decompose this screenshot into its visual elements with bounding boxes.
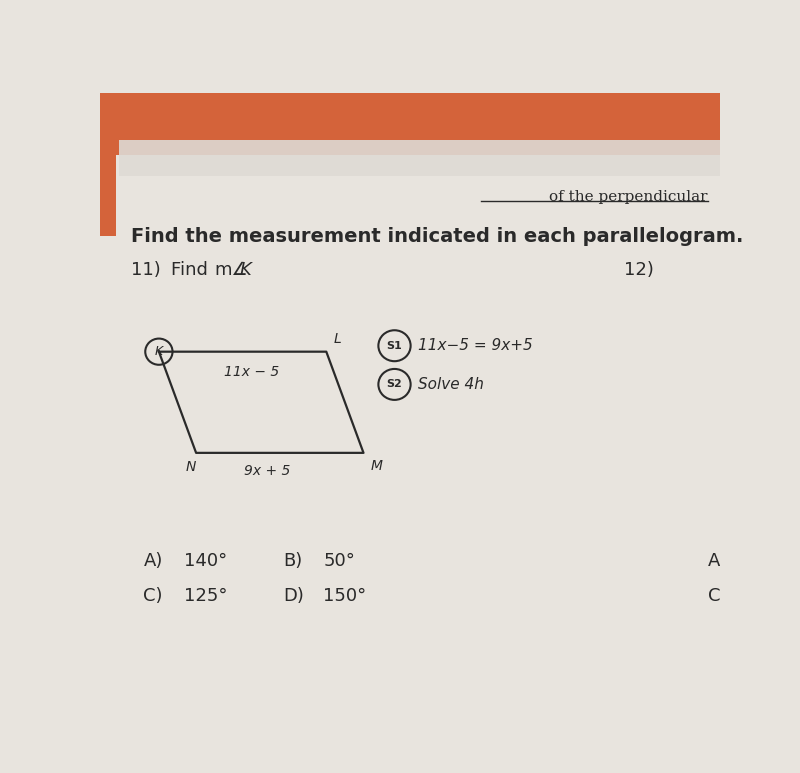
Text: M: M (371, 459, 383, 473)
Text: 11): 11) (131, 261, 161, 278)
Text: 140°: 140° (184, 552, 227, 570)
Text: of the perpendicular: of the perpendicular (549, 190, 708, 204)
Text: S1: S1 (386, 341, 402, 351)
FancyBboxPatch shape (100, 155, 720, 688)
Text: A): A) (708, 552, 727, 570)
Text: 50°: 50° (323, 552, 355, 570)
FancyBboxPatch shape (100, 93, 115, 236)
Text: Find the measurement indicated in each parallelogram.: Find the measurement indicated in each p… (131, 226, 743, 246)
Text: N: N (186, 460, 196, 474)
Text: 11x − 5: 11x − 5 (224, 365, 279, 379)
Text: C): C) (143, 587, 163, 604)
Text: K: K (239, 261, 251, 278)
Text: 125°: 125° (184, 587, 227, 604)
Text: K: K (154, 346, 163, 358)
FancyBboxPatch shape (100, 93, 720, 170)
Text: Solve 4h: Solve 4h (418, 377, 484, 392)
Text: 12): 12) (624, 261, 654, 278)
Text: C): C) (708, 587, 727, 604)
Text: Find: Find (171, 261, 214, 278)
Text: 9x + 5: 9x + 5 (244, 464, 290, 478)
Text: 150°: 150° (323, 587, 366, 604)
Text: B): B) (283, 552, 302, 570)
Text: A): A) (143, 552, 162, 570)
Text: D): D) (283, 587, 304, 604)
Text: 11x−5 = 9x+5: 11x−5 = 9x+5 (418, 339, 533, 353)
FancyBboxPatch shape (118, 141, 720, 176)
Text: S2: S2 (386, 380, 402, 390)
Text: L: L (334, 332, 342, 346)
Text: m∠: m∠ (214, 261, 248, 278)
